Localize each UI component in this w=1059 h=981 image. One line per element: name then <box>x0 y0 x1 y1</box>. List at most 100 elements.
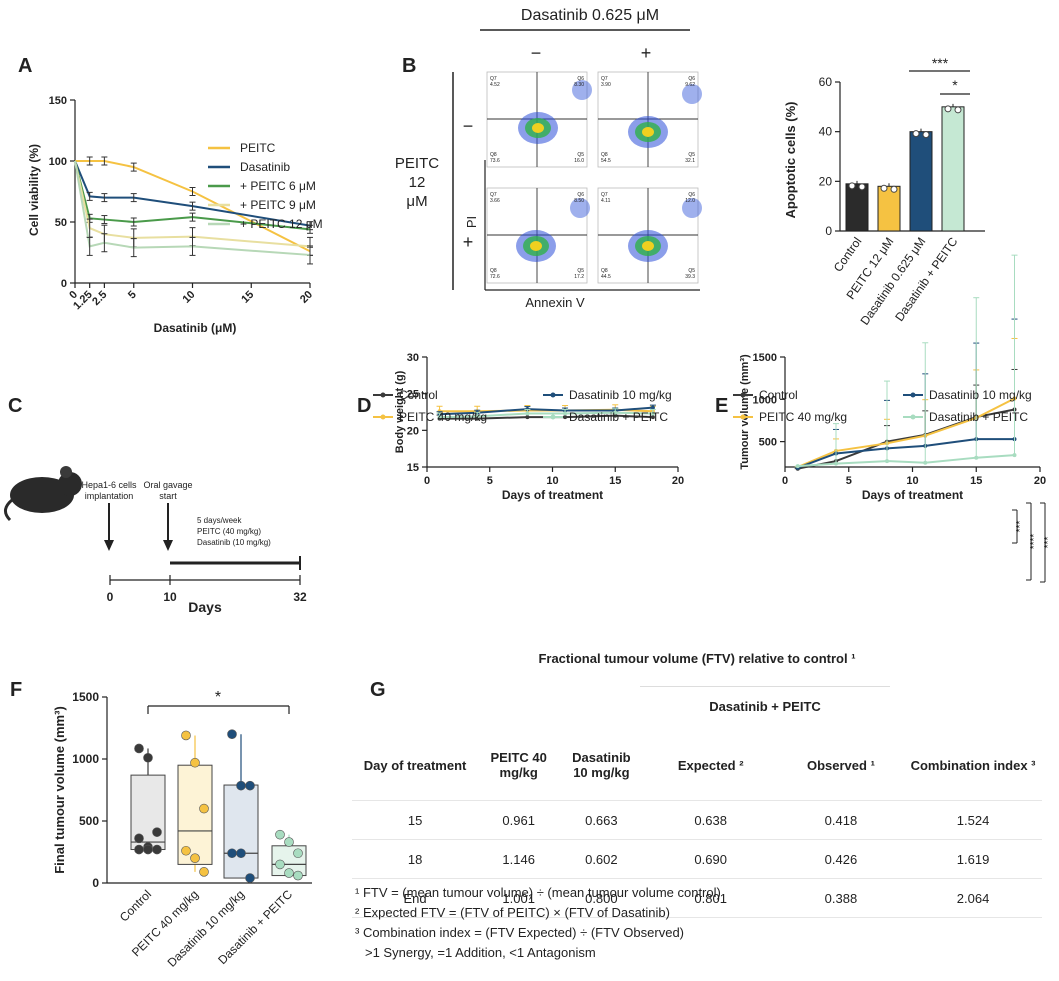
d-y-axis-label: Body weight (g) <box>394 370 406 453</box>
e-legend-label: PEITC 40 mg/kg <box>759 410 847 424</box>
panel-letter-e: E <box>715 395 728 417</box>
f-y-tick-label: 1500 <box>72 690 99 704</box>
table-header-row: Day of treatment PEITC 40 mg/kg Dasatinib … <box>352 730 1042 801</box>
e-series-line-2 <box>797 438 1015 469</box>
b-plus-col: + <box>641 43 652 63</box>
b-quad-value: 39.3 <box>685 274 695 280</box>
f-category-label: Control <box>117 887 154 924</box>
table-cell: 1.619 <box>904 839 1042 879</box>
a-legend-label: PEITC <box>240 141 276 155</box>
b-row-label: 12 <box>409 174 426 191</box>
b-quad-name: Q5 <box>577 268 584 274</box>
table-footnotes: ¹ FTV = (mean tumour volume) ÷ (mean tum… <box>355 883 721 963</box>
table-cell: 18 <box>352 839 479 879</box>
e-sig-label: *** <box>1015 521 1026 533</box>
b-quad-name: Q6 <box>577 192 584 198</box>
f-point <box>227 848 237 859</box>
b-plus-row: + <box>463 232 474 252</box>
table-header-cell: Observed ¹ <box>777 730 905 801</box>
a-legend-label: Dasatinib <box>240 160 290 174</box>
f-point <box>143 844 153 855</box>
b-quad-name: Q8 <box>490 152 497 158</box>
table-cell: 0.418 <box>777 800 905 840</box>
a-y-tick-label: 50 <box>55 217 67 229</box>
b-minus-col: − <box>531 43 542 63</box>
b-quad-value: 44.5 <box>601 274 611 280</box>
b-quad-value: 8.50 <box>574 198 584 204</box>
f-point <box>284 837 294 847</box>
table-header-cell: Combination index ³ <box>904 730 1042 801</box>
b-sig-label: *** <box>932 55 949 71</box>
b-bar-y-tick-label: 40 <box>819 125 833 139</box>
f-sig-label: * <box>215 689 221 706</box>
e-x-tick-label: 10 <box>906 475 918 487</box>
e-legend-label: Control <box>759 388 798 402</box>
a-series-line-0 <box>75 160 311 253</box>
b-density-core <box>530 241 542 251</box>
c-label-implant: implantation <box>85 491 134 501</box>
d-y-tick-label: 25 <box>407 389 419 401</box>
b-density-core <box>532 123 544 133</box>
b-bar-y-tick-label: 0 <box>825 224 832 238</box>
b-density-upper <box>682 198 702 218</box>
e-y-tick-label: 500 <box>759 437 777 449</box>
e-legend-marker <box>740 414 746 420</box>
table-cell: 2.064 <box>904 878 1042 918</box>
b-quad-name: Q5 <box>688 268 695 274</box>
mouse-icon-ear <box>60 466 72 478</box>
table-cell: 0.961 <box>478 800 560 840</box>
table-header-cell: Expected ² <box>643 730 778 801</box>
a-x-tick-label: 20 <box>298 289 315 306</box>
a-y-axis-label: Cell viability (%) <box>27 144 41 236</box>
panel-letter-d: D <box>357 395 371 417</box>
b-quad-name: Q7 <box>601 76 608 82</box>
f-point <box>293 870 303 881</box>
f-y-axis-label: Final tumour volume (mm³) <box>52 706 67 874</box>
mouse-icon-tail <box>4 498 14 522</box>
footnote-2: ² Expected FTV = (FTV of PEITC) × (FTV o… <box>355 905 670 920</box>
b-bar-point <box>858 183 866 191</box>
panel-letter-f: F <box>10 679 22 701</box>
b-title: Dasatinib 0.625 μM <box>521 7 659 24</box>
f-point <box>236 780 246 791</box>
table-cell: End <box>352 878 479 918</box>
b-density-core <box>642 127 654 137</box>
f-box <box>223 784 259 879</box>
f-point <box>181 845 191 856</box>
table-cell: 0.800 <box>559 878 644 918</box>
b-quad-value: 4.52 <box>490 82 500 88</box>
a-x-tick-label: 2.5 <box>90 289 109 308</box>
b-density-upper <box>682 84 702 104</box>
d-legend-marker <box>380 392 386 398</box>
d-y-tick-label: 15 <box>407 462 419 474</box>
c-label-gavage: start <box>159 491 177 501</box>
d-legend-label: Control <box>399 388 438 402</box>
b-quad-name: Q5 <box>577 152 584 158</box>
c-regimen: Dasatinib (10 mg/kg) <box>197 538 271 547</box>
b-quad-value: 17.2 <box>574 274 584 280</box>
table-cell: 0.602 <box>559 839 644 879</box>
c-regimen: PEITC (40 mg/kg) <box>197 527 261 536</box>
a-y-tick-label: 100 <box>49 156 67 168</box>
d-legend-marker <box>550 392 556 398</box>
e-x-tick-label: 5 <box>846 475 852 487</box>
a-legend-label: + PEITC 12 μM <box>240 217 323 231</box>
f-point <box>143 752 153 763</box>
b-bar-point <box>848 182 856 190</box>
e-series-line-1 <box>797 397 1015 468</box>
b-quad-value: 16.0 <box>574 158 584 164</box>
b-bar <box>909 131 933 232</box>
c-arrow-head <box>104 540 114 551</box>
f-point <box>245 780 255 791</box>
table-cell: 0.426 <box>777 839 905 879</box>
a-x-tick-label: 10 <box>180 289 197 306</box>
d-x-tick-label: 0 <box>424 475 430 487</box>
f-point <box>227 729 237 740</box>
e-sig-label: *** <box>1043 537 1054 549</box>
b-quad-value: 73.6 <box>490 158 500 164</box>
table-header-cell: Day of treatment <box>352 730 479 801</box>
f-point <box>134 833 144 844</box>
e-series-line-0 <box>797 408 1015 470</box>
b-bar-y-tick-label: 60 <box>819 75 833 89</box>
f-point <box>293 848 303 859</box>
